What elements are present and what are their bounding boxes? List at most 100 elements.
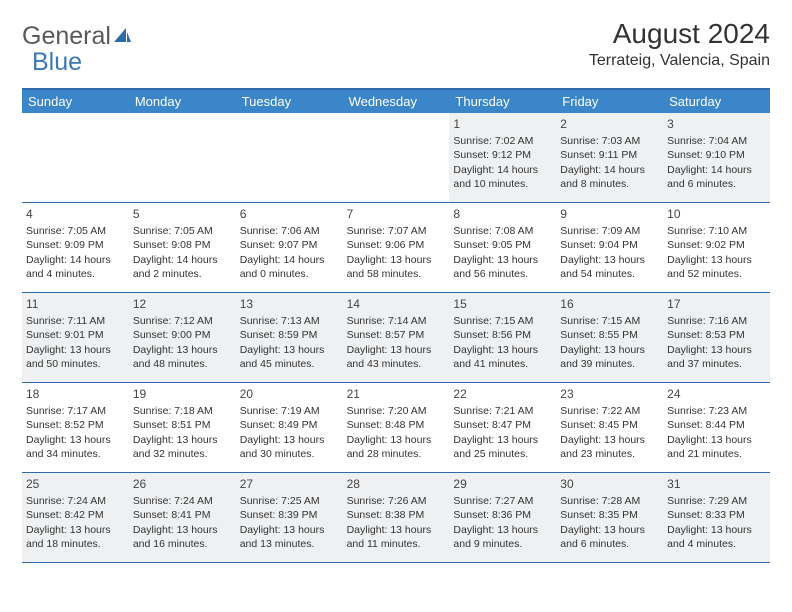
day-number: 23 — [560, 386, 659, 402]
sunset-text: Sunset: 8:35 PM — [560, 508, 659, 522]
day-cell: 6 Sunrise: 7:06 AMSunset: 9:07 PMDaylight… — [236, 203, 343, 293]
daylight-text: Daylight: 13 hours and 43 minutes. — [347, 343, 446, 371]
day-number: 3 — [667, 116, 766, 132]
daylight-text: Daylight: 14 hours and 2 minutes. — [133, 253, 232, 281]
weekday-header: Tuesday — [236, 90, 343, 113]
sunrise-text: Sunrise: 7:15 AM — [560, 314, 659, 328]
weekday-header: Sunday — [22, 90, 129, 113]
logo-text-blue: Blue — [32, 48, 82, 77]
sunrise-text: Sunrise: 7:15 AM — [453, 314, 552, 328]
sunset-text: Sunset: 8:48 PM — [347, 418, 446, 432]
day-number: 28 — [347, 476, 446, 492]
sunset-text: Sunset: 8:49 PM — [240, 418, 339, 432]
daylight-text: Daylight: 13 hours and 56 minutes. — [453, 253, 552, 281]
day-number: 10 — [667, 206, 766, 222]
sunset-text: Sunset: 9:08 PM — [133, 238, 232, 252]
sunset-text: Sunset: 8:51 PM — [133, 418, 232, 432]
month-title: August 2024 — [589, 18, 770, 50]
daylight-text: Daylight: 13 hours and 18 minutes. — [26, 523, 125, 551]
sunrise-text: Sunrise: 7:05 AM — [133, 224, 232, 238]
day-cell: 27Sunrise: 7:25 AMSunset: 8:39 PMDayligh… — [236, 473, 343, 563]
day-number: 9 — [560, 206, 659, 222]
title-block: August 2024 Terrateig, Valencia, Spain — [589, 18, 770, 70]
daylight-text: Daylight: 13 hours and 13 minutes. — [240, 523, 339, 551]
weekday-header: Friday — [556, 90, 663, 113]
day-number: 22 — [453, 386, 552, 402]
sunset-text: Sunset: 8:55 PM — [560, 328, 659, 342]
day-number: 24 — [667, 386, 766, 402]
weekday-header: Wednesday — [343, 90, 450, 113]
day-number: 18 — [26, 386, 125, 402]
day-cell: 24Sunrise: 7:23 AMSunset: 8:44 PMDayligh… — [663, 383, 770, 473]
sunset-text: Sunset: 8:47 PM — [453, 418, 552, 432]
daylight-text: Daylight: 13 hours and 25 minutes. — [453, 433, 552, 461]
sunrise-text: Sunrise: 7:08 AM — [453, 224, 552, 238]
day-number: 25 — [26, 476, 125, 492]
day-cell: 8Sunrise: 7:08 AMSunset: 9:05 PMDaylight… — [449, 203, 556, 293]
sunrise-text: Sunrise: 7:06 AM — [240, 224, 339, 238]
daylight-text: Daylight: 13 hours and 50 minutes. — [26, 343, 125, 371]
sunset-text: Sunset: 9:06 PM — [347, 238, 446, 252]
day-number: 6 — [240, 206, 339, 222]
day-cell: 1Sunrise: 7:02 AMSunset: 9:12 PMDaylight… — [449, 113, 556, 203]
day-number: 11 — [26, 296, 125, 312]
daylight-text: Daylight: 14 hours and 4 minutes. — [26, 253, 125, 281]
day-cell: 17Sunrise: 7:16 AMSunset: 8:53 PMDayligh… — [663, 293, 770, 383]
day-cell: 31Sunrise: 7:29 AMSunset: 8:33 PMDayligh… — [663, 473, 770, 563]
daylight-text: Daylight: 13 hours and 41 minutes. — [453, 343, 552, 371]
logo: General — [22, 18, 132, 51]
sunrise-text: Sunrise: 7:25 AM — [240, 494, 339, 508]
daylight-text: Daylight: 13 hours and 32 minutes. — [133, 433, 232, 461]
daylight-text: Daylight: 13 hours and 39 minutes. — [560, 343, 659, 371]
daylight-text: Daylight: 13 hours and 48 minutes. — [133, 343, 232, 371]
sunset-text: Sunset: 9:00 PM — [133, 328, 232, 342]
day-number: 26 — [133, 476, 232, 492]
sunrise-text: Sunrise: 7:21 AM — [453, 404, 552, 418]
day-cell: 9Sunrise: 7:09 AMSunset: 9:04 PMDaylight… — [556, 203, 663, 293]
daylight-text: Daylight: 13 hours and 58 minutes. — [347, 253, 446, 281]
sail-icon — [112, 22, 132, 51]
sunset-text: Sunset: 9:12 PM — [453, 148, 552, 162]
day-number: 14 — [347, 296, 446, 312]
daylight-text: Daylight: 13 hours and 9 minutes. — [453, 523, 552, 551]
daylight-text: Daylight: 13 hours and 28 minutes. — [347, 433, 446, 461]
sunrise-text: Sunrise: 7:03 AM — [560, 134, 659, 148]
sunrise-text: Sunrise: 7:24 AM — [133, 494, 232, 508]
location: Terrateig, Valencia, Spain — [589, 52, 770, 70]
sunset-text: Sunset: 8:53 PM — [667, 328, 766, 342]
day-cell: 30Sunrise: 7:28 AMSunset: 8:35 PMDayligh… — [556, 473, 663, 563]
day-cell: 10Sunrise: 7:10 AMSunset: 9:02 PMDayligh… — [663, 203, 770, 293]
sunrise-text: Sunrise: 7:22 AM — [560, 404, 659, 418]
day-number: 19 — [133, 386, 232, 402]
day-cell: 14Sunrise: 7:14 AMSunset: 8:57 PMDayligh… — [343, 293, 450, 383]
sunset-text: Sunset: 8:36 PM — [453, 508, 552, 522]
daylight-text: Daylight: 13 hours and 16 minutes. — [133, 523, 232, 551]
day-cell: 16 Sunrise: 7:15 AMSunset: 8:55 PMDayligh… — [556, 293, 663, 383]
day-number: 16 — [560, 296, 659, 312]
sunrise-text: Sunrise: 7:29 AM — [667, 494, 766, 508]
day-cell: 5Sunrise: 7:05 AMSunset: 9:08 PMDaylight… — [129, 203, 236, 293]
sunrise-text: Sunrise: 7:17 AM — [26, 404, 125, 418]
day-number: 29 — [453, 476, 552, 492]
sunset-text: Sunset: 9:02 PM — [667, 238, 766, 252]
day-number: 31 — [667, 476, 766, 492]
sunset-text: Sunset: 8:38 PM — [347, 508, 446, 522]
empty-cell — [129, 113, 236, 203]
daylight-text: Daylight: 14 hours and 0 minutes. — [240, 253, 339, 281]
day-cell: 15Sunrise: 7:15 AMSunset: 8:56 PMDayligh… — [449, 293, 556, 383]
calendar-grid: SundayMondayTuesdayWednesdayThursdayFrid… — [22, 88, 770, 563]
daylight-text: Daylight: 13 hours and 11 minutes. — [347, 523, 446, 551]
empty-cell — [22, 113, 129, 203]
day-number: 2 — [560, 116, 659, 132]
header: General August 2024 Terrateig, Valencia,… — [22, 18, 770, 70]
sunset-text: Sunset: 9:07 PM — [240, 238, 339, 252]
weekday-header: Monday — [129, 90, 236, 113]
sunrise-text: Sunrise: 7:05 AM — [26, 224, 125, 238]
weekday-header: Thursday — [449, 90, 556, 113]
daylight-text: Daylight: 13 hours and 52 minutes. — [667, 253, 766, 281]
sunset-text: Sunset: 8:41 PM — [133, 508, 232, 522]
sunset-text: Sunset: 8:57 PM — [347, 328, 446, 342]
daylight-text: Daylight: 13 hours and 21 minutes. — [667, 433, 766, 461]
daylight-text: Daylight: 13 hours and 34 minutes. — [26, 433, 125, 461]
daylight-text: Daylight: 13 hours and 6 minutes. — [560, 523, 659, 551]
